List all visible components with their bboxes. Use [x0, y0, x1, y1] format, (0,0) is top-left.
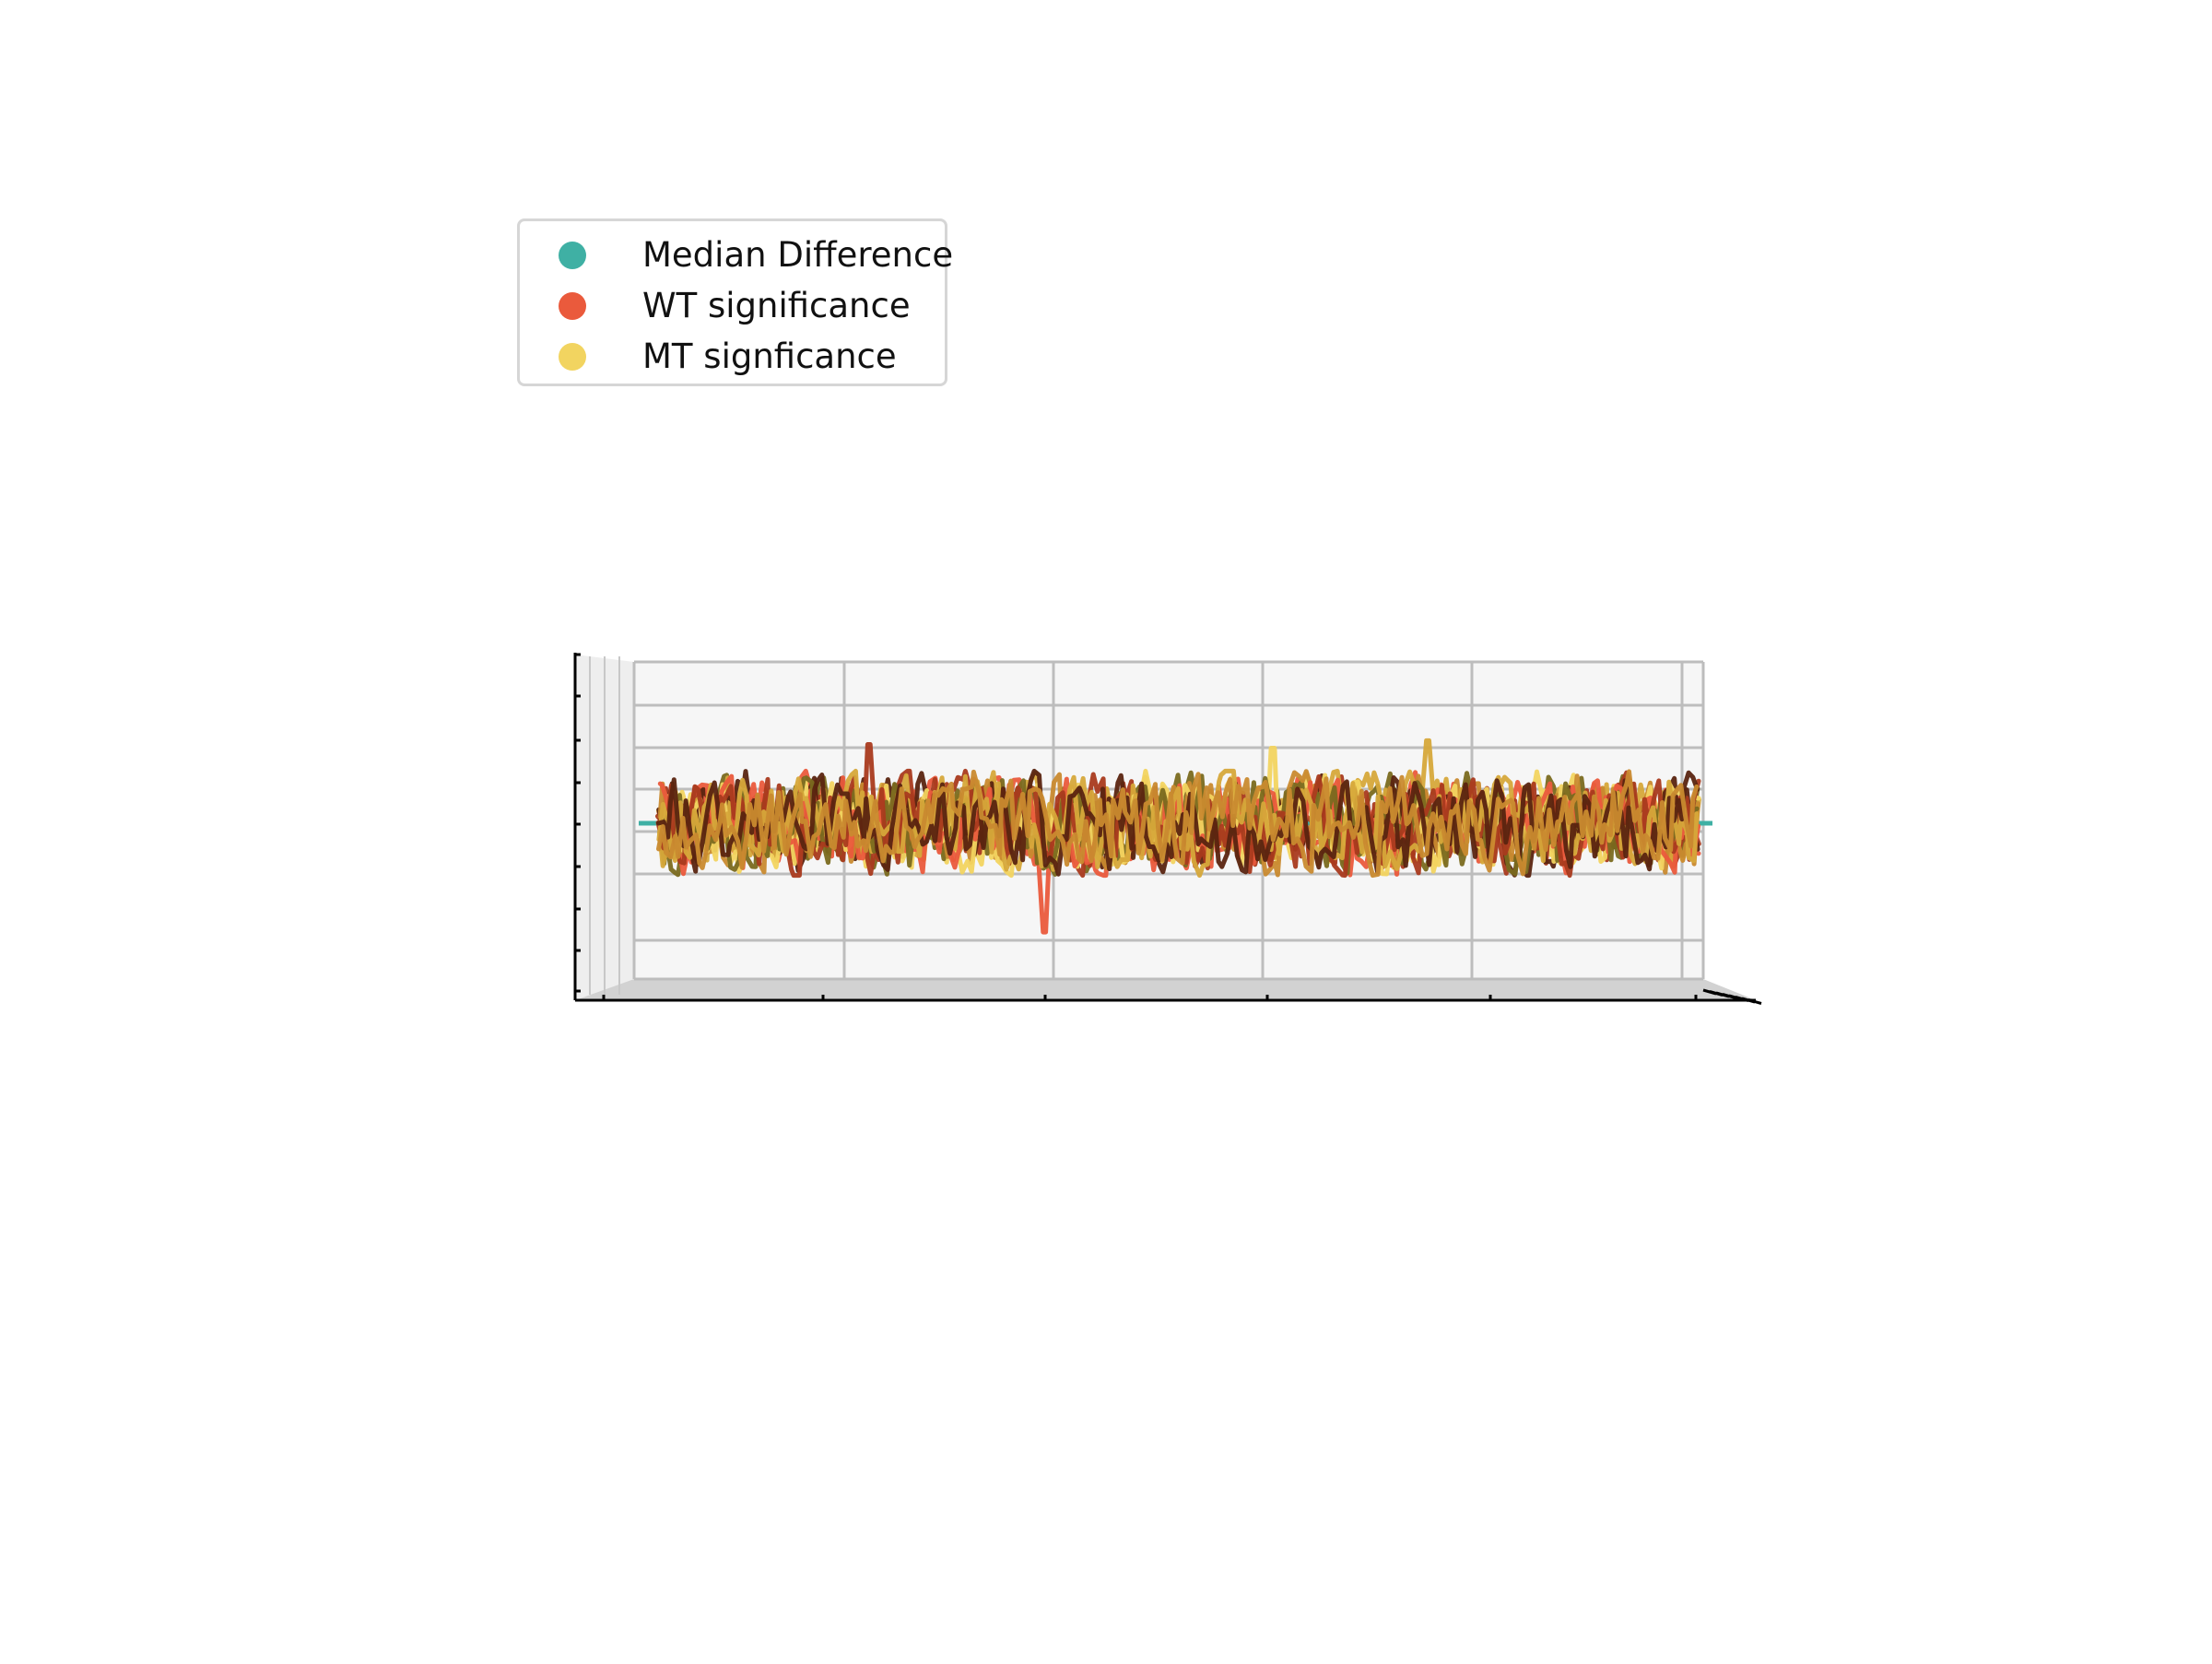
legend-label: Median Difference [642, 235, 954, 275]
axis-lines [573, 653, 1762, 1005]
series-group [639, 738, 1712, 935]
series-line [656, 769, 1700, 879]
y-axis-tick [1747, 998, 1762, 1005]
floor-pane [575, 979, 1756, 1000]
legend-label: WT significance [642, 286, 911, 325]
legend-marker-icon [559, 292, 586, 320]
legend-marker-icon [559, 242, 586, 269]
legend-marker-icon [559, 343, 586, 371]
legend: Median Difference WT significance MT sig… [517, 218, 953, 386]
series-line [655, 768, 1700, 877]
legend-label: MT signficance [642, 336, 897, 376]
